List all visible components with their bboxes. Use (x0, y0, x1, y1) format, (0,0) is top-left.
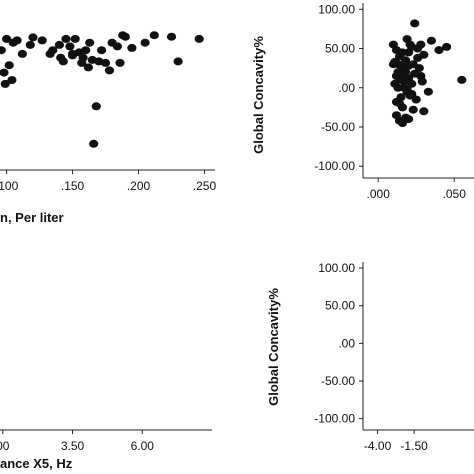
data-point (407, 90, 417, 98)
data-point (397, 103, 408, 112)
data-point (81, 46, 91, 55)
top-right-y-ticks: 100.00 50.00 .00 -50.00 -100.00 (314, 2, 363, 173)
x-tick-label: .150 (61, 179, 85, 193)
data-point (89, 139, 99, 148)
data-point (416, 40, 426, 49)
y-tick-label: -100.00 (314, 159, 355, 173)
data-point (423, 87, 433, 96)
panel-top-right: 100.00 50.00 .00 -50.00 -100.00 .000 .050 Glo… (251, 2, 474, 201)
x-tick-label: 00 (0, 439, 10, 453)
top-left-points (0, 31, 204, 148)
data-point (87, 55, 97, 64)
data-point (194, 34, 204, 43)
data-point (67, 49, 78, 58)
data-point (401, 61, 411, 70)
data-point (173, 57, 183, 66)
bottom-right-y-ticks: 100.00 50.00 .00 -50.00 -100.00 (314, 261, 363, 426)
data-point (91, 102, 101, 111)
top-right-y-label: Global Concavity% (251, 36, 266, 154)
bottom-right-y-label: Global Concavity% (266, 288, 281, 406)
data-point (434, 46, 444, 55)
data-point (120, 32, 130, 41)
x-tick-label: .000 (367, 187, 391, 201)
y-tick-label: 50.00 (325, 42, 355, 56)
x-tick-label: -1.50 (400, 439, 428, 453)
data-point (413, 53, 423, 62)
data-point (97, 46, 107, 55)
data-point (77, 58, 87, 67)
data-point (70, 34, 80, 43)
x-tick-label: -4.00 (364, 439, 392, 453)
panel-bottom-right: 100.00 50.00 .00 -50.00 -100.00 -4.00 -1.50 G… (266, 261, 474, 453)
data-point (391, 97, 402, 106)
x-tick-label: .250 (193, 179, 217, 193)
data-point (58, 57, 68, 66)
data-point (140, 38, 150, 47)
data-point (4, 61, 14, 70)
data-point (127, 43, 137, 52)
panel-top-left: .100 .150 .200 .250 n, Per liter (0, 31, 216, 225)
data-point (390, 57, 400, 66)
panel-bottom-left: 00 3.50 6.00 ance X5, Hz (0, 429, 212, 471)
data-point (112, 42, 122, 51)
x-tick-label: .200 (127, 179, 151, 193)
top-right-points (388, 19, 467, 128)
y-tick-label: 50.00 (325, 299, 355, 313)
data-point (457, 75, 467, 84)
data-point (7, 76, 17, 85)
data-point (2, 34, 12, 43)
top-right-x-ticks: .000 .050 (367, 178, 467, 201)
data-point (404, 115, 414, 124)
data-point (397, 48, 408, 57)
data-point (442, 42, 452, 51)
data-point (25, 40, 35, 49)
data-point (426, 36, 436, 45)
y-tick-label: -50.00 (321, 374, 355, 388)
y-tick-label: .00 (338, 336, 355, 350)
data-point (83, 63, 93, 72)
data-point (54, 40, 64, 49)
data-point (85, 38, 95, 47)
data-point (28, 33, 38, 42)
data-point (104, 66, 115, 75)
data-point (419, 107, 429, 116)
data-point (0, 46, 6, 55)
data-point (45, 49, 55, 58)
data-point (410, 19, 420, 28)
data-point (0, 79, 10, 88)
data-point (0, 68, 9, 77)
data-point (37, 36, 47, 45)
data-point (404, 74, 414, 83)
data-point (417, 77, 427, 86)
data-point (12, 36, 22, 45)
data-point (393, 83, 403, 92)
data-point (17, 49, 27, 58)
data-point (391, 111, 402, 120)
data-point (61, 34, 71, 43)
data-point (100, 58, 111, 67)
bottom-left-x-label: ance X5, Hz (0, 456, 73, 471)
x-tick-label: 3.50 (61, 439, 85, 453)
x-tick-label: .050 (443, 187, 467, 201)
data-point (408, 105, 418, 114)
y-tick-label: -50.00 (321, 120, 355, 134)
data-point (414, 64, 424, 73)
y-tick-label: .00 (338, 81, 355, 95)
data-point (166, 32, 177, 41)
x-tick-label: .100 (0, 179, 19, 193)
x-tick-label: 6.00 (131, 439, 155, 453)
bottom-right-x-ticks: -4.00 -1.50 (364, 430, 428, 453)
y-tick-label: 100.00 (318, 2, 355, 16)
data-point (149, 31, 159, 40)
top-left-x-label: n, Per liter (0, 210, 64, 225)
y-tick-label: 100.00 (318, 261, 355, 275)
data-point (115, 58, 125, 67)
bottom-left-x-ticks: 00 3.50 6.00 (0, 430, 154, 453)
y-tick-label: -100.00 (314, 412, 355, 426)
top-left-x-ticks: .100 .150 .200 .250 (0, 170, 216, 193)
data-point (65, 42, 75, 51)
data-point (405, 40, 415, 49)
